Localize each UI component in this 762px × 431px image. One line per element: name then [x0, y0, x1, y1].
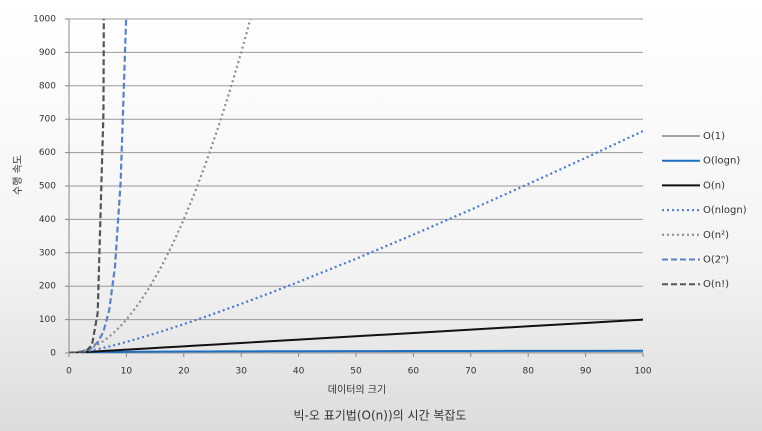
- legend-label: O(1): [703, 131, 725, 142]
- y-tick-label: 700: [39, 115, 56, 125]
- series-line: [69, 318, 643, 353]
- x-tick-label: 100: [634, 367, 651, 377]
- x-tick-label: 90: [580, 367, 592, 377]
- x-tick-label: 20: [178, 367, 190, 377]
- plot-area: [69, 19, 643, 353]
- y-tick-label: 1000: [33, 15, 56, 25]
- x-tick-label: 0: [66, 367, 72, 377]
- legend-label: O(nlogn): [703, 205, 747, 216]
- y-tick-label: 200: [39, 282, 56, 292]
- x-axis-label: 데이터의 크기: [328, 384, 386, 396]
- y-tick-label: 500: [39, 182, 56, 192]
- legend-label: O(logn): [703, 156, 740, 167]
- x-tick-label: 30: [235, 367, 247, 377]
- legend-label: O(n): [703, 180, 725, 191]
- y-tick-label: 900: [39, 48, 56, 58]
- legend-label: O(2ⁿ): [703, 255, 729, 266]
- x-tick-label: 80: [522, 367, 534, 377]
- y-axis-label: 수행 속도: [12, 155, 24, 195]
- series-line: [69, 19, 105, 353]
- chart-title: 빅-오 표기법(O(n))의 시간 복잡도: [294, 409, 467, 423]
- x-tick-label: 10: [121, 367, 133, 377]
- legend-label: O(n²): [703, 230, 729, 241]
- y-tick-label: 400: [39, 215, 56, 225]
- y-tick-label: 0: [50, 349, 56, 359]
- x-tick-label: 70: [465, 367, 477, 377]
- x-tick-label: 50: [350, 367, 362, 377]
- x-tick-label: 60: [408, 367, 420, 377]
- y-tick-label: 800: [39, 81, 56, 91]
- y-tick-label: 600: [39, 148, 56, 158]
- y-tick-label: 100: [39, 315, 56, 325]
- legend-label: O(n!): [703, 279, 729, 290]
- x-tick-label: 40: [293, 367, 305, 377]
- y-tick-label: 300: [39, 248, 56, 258]
